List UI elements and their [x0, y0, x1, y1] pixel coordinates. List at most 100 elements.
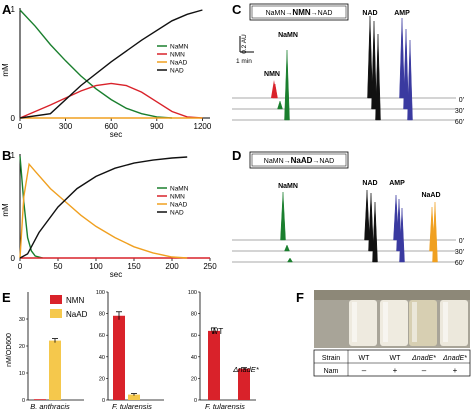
e-bar-group2-nmn — [113, 315, 125, 400]
panel-a-xlabel: sec — [110, 130, 122, 139]
panel-a-ylabel: mM — [1, 63, 10, 77]
panel-c-traces — [232, 15, 456, 121]
panel-a-legend-nmn: NMN — [170, 52, 185, 59]
panel-a-xtick-label: 900 — [150, 122, 164, 131]
e-bar-group1-nmn — [34, 399, 46, 400]
e-group2-ytick-label: 80 — [99, 312, 105, 318]
panel-b-series-naad — [19, 162, 188, 259]
c-time-30: 30' — [455, 108, 464, 115]
c-trace-60-peak-nad — [375, 33, 381, 121]
e-group1-label: B. anthracis — [30, 402, 70, 411]
f-strain-4: ΔnadE* — [442, 355, 467, 362]
panel-b-xtick-label: 0 — [18, 262, 23, 271]
d-trace-0-peak-amp — [393, 194, 399, 241]
d-trace-0-peak-nad — [364, 189, 370, 241]
f-tube-3-highlight — [412, 302, 417, 342]
e-group3-ytick-label: 100 — [188, 290, 197, 296]
panel-b-legend-naad: NaAD — [170, 202, 188, 209]
panel-b-legend-namn: NaMN — [170, 186, 189, 193]
e-group2-ytick-label: 20 — [99, 376, 105, 382]
d-trace-30-peak-nad — [368, 192, 374, 252]
d-time-0: 0' — [459, 238, 464, 245]
e-bar-group3-mutant-nmn — [238, 368, 250, 400]
d-trace-0-peak-namn — [280, 191, 286, 241]
panel-c-pathway-text: NaMN→NMN→NAD — [266, 8, 333, 17]
d-path-2: NaAD — [291, 156, 313, 165]
f-strain-2: WT — [390, 355, 402, 362]
c-trace-30-peak-nad — [371, 20, 377, 110]
c-trace-60-peak-amp — [407, 39, 413, 121]
c-trace-30-peak-namn — [277, 100, 283, 110]
panel-d-traces — [232, 189, 456, 263]
panel-e: E nM/OD600 0 10 20 30 0 20 40 60 80 100 0 20 40 60 80 1… — [2, 290, 260, 411]
f-tube-2-highlight — [383, 302, 388, 342]
d-path-1: NaMN — [264, 158, 284, 165]
d-time-30: 30' — [455, 249, 464, 256]
c-trace-30-peak-amp — [403, 28, 409, 110]
e-group1-ytick-label: 0 — [22, 398, 25, 404]
f-nam-3: – — [422, 366, 427, 375]
panel-d: D NaMN→NaAD→NAD NaMN NAD AMP NaAD 0' 30'… — [232, 148, 464, 267]
c-scale-h-label: 1 min — [236, 58, 252, 65]
panel-b: B mM 0 1 0 50 100 150 200 250 sec NaMNNMNNaAD… — [1, 148, 217, 279]
panel-a-lines — [19, 9, 203, 119]
e-group2-ytick-label: 40 — [99, 355, 105, 361]
d-time-60: 60' — [455, 260, 464, 267]
c-time-0: 0' — [459, 97, 464, 104]
f-tube-1-highlight — [352, 302, 357, 342]
panel-b-xtick-label: 250 — [203, 262, 217, 271]
f-tubes — [349, 300, 468, 346]
d-trace-60-peak-amp — [399, 207, 405, 263]
f-strain-1: WT — [359, 355, 371, 362]
panel-b-xtick-label: 50 — [54, 262, 63, 271]
panel-b-letter: B — [2, 148, 11, 163]
panel-d-pathway-text: NaMN→NaAD→NAD — [264, 156, 334, 165]
e-bar-group2-naad — [128, 394, 140, 400]
e-bar-group3-wt-nmn — [208, 330, 220, 400]
f-row1-label: Strain — [322, 355, 340, 362]
f-nam-1: – — [362, 366, 367, 375]
e-group1-ytick-label: 10 — [19, 371, 25, 377]
e-group1-ytick-label: 20 — [19, 344, 25, 350]
e-group1-ytick-label: 30 — [19, 317, 25, 323]
panel-a-xtick-label: 1200 — [194, 122, 212, 131]
e-legend-nmn: NMN — [66, 296, 84, 305]
c-scale-v-label: 0.2 AU — [241, 34, 248, 54]
d-label-nad: NAD — [362, 180, 377, 187]
e-group2-label: F. tularensis — [112, 402, 152, 411]
e-group3-ytick-label: 80 — [191, 312, 197, 318]
panel-a-xtick-label: 0 — [18, 122, 23, 131]
panel-b-xtick-label: 200 — [165, 262, 179, 271]
e-group3-ytick-label: 20 — [191, 376, 197, 382]
e-group2-ytick-label: 60 — [99, 333, 105, 339]
d-label-namn: NaMN — [278, 183, 298, 190]
panel-b-legend-nmn: NMN — [170, 194, 185, 201]
panel-c: C NaMN→NMN→NAD 0.2 AU 1 min NaMN NMN NAD… — [232, 2, 464, 126]
d-label-naad: NaAD — [421, 192, 440, 199]
panel-e-legend: NMN NaAD — [50, 295, 88, 319]
c-label-namn: NaMN — [278, 32, 298, 39]
d-trace-60-peak-nad — [372, 201, 378, 263]
c-label-nad: NAD — [362, 10, 377, 17]
c-trace-0-peak-amp — [399, 17, 405, 99]
panel-e-letter: E — [2, 290, 11, 305]
panel-b-ytick-1: 1 — [11, 151, 16, 160]
panel-a-series-namn — [19, 9, 173, 119]
e-legend-naad: NaAD — [66, 310, 88, 319]
c-path-3: NAD — [318, 10, 333, 17]
panel-b-xlabel: sec — [110, 270, 122, 279]
panel-b-ylabel: mM — [1, 203, 10, 217]
panel-a: A mM 0 1 0 300 600 900 1200 sec NaMNNMNNaADN… — [1, 2, 212, 139]
d-trace-60-peak-naad — [432, 201, 438, 263]
panel-b-xtick-label: 100 — [89, 262, 103, 271]
panel-a-legend-naad: NaAD — [170, 60, 188, 67]
panel-c-letter: C — [232, 2, 242, 17]
c-path-1: NaMN — [266, 10, 286, 17]
d-trace-60-peak-namn — [287, 257, 293, 263]
f-tube-4-highlight — [443, 302, 448, 342]
f-row2-label: Nam — [324, 368, 339, 375]
d-trace-30-peak-namn — [284, 244, 290, 252]
e-group3-ytick-label: 60 — [191, 333, 197, 339]
